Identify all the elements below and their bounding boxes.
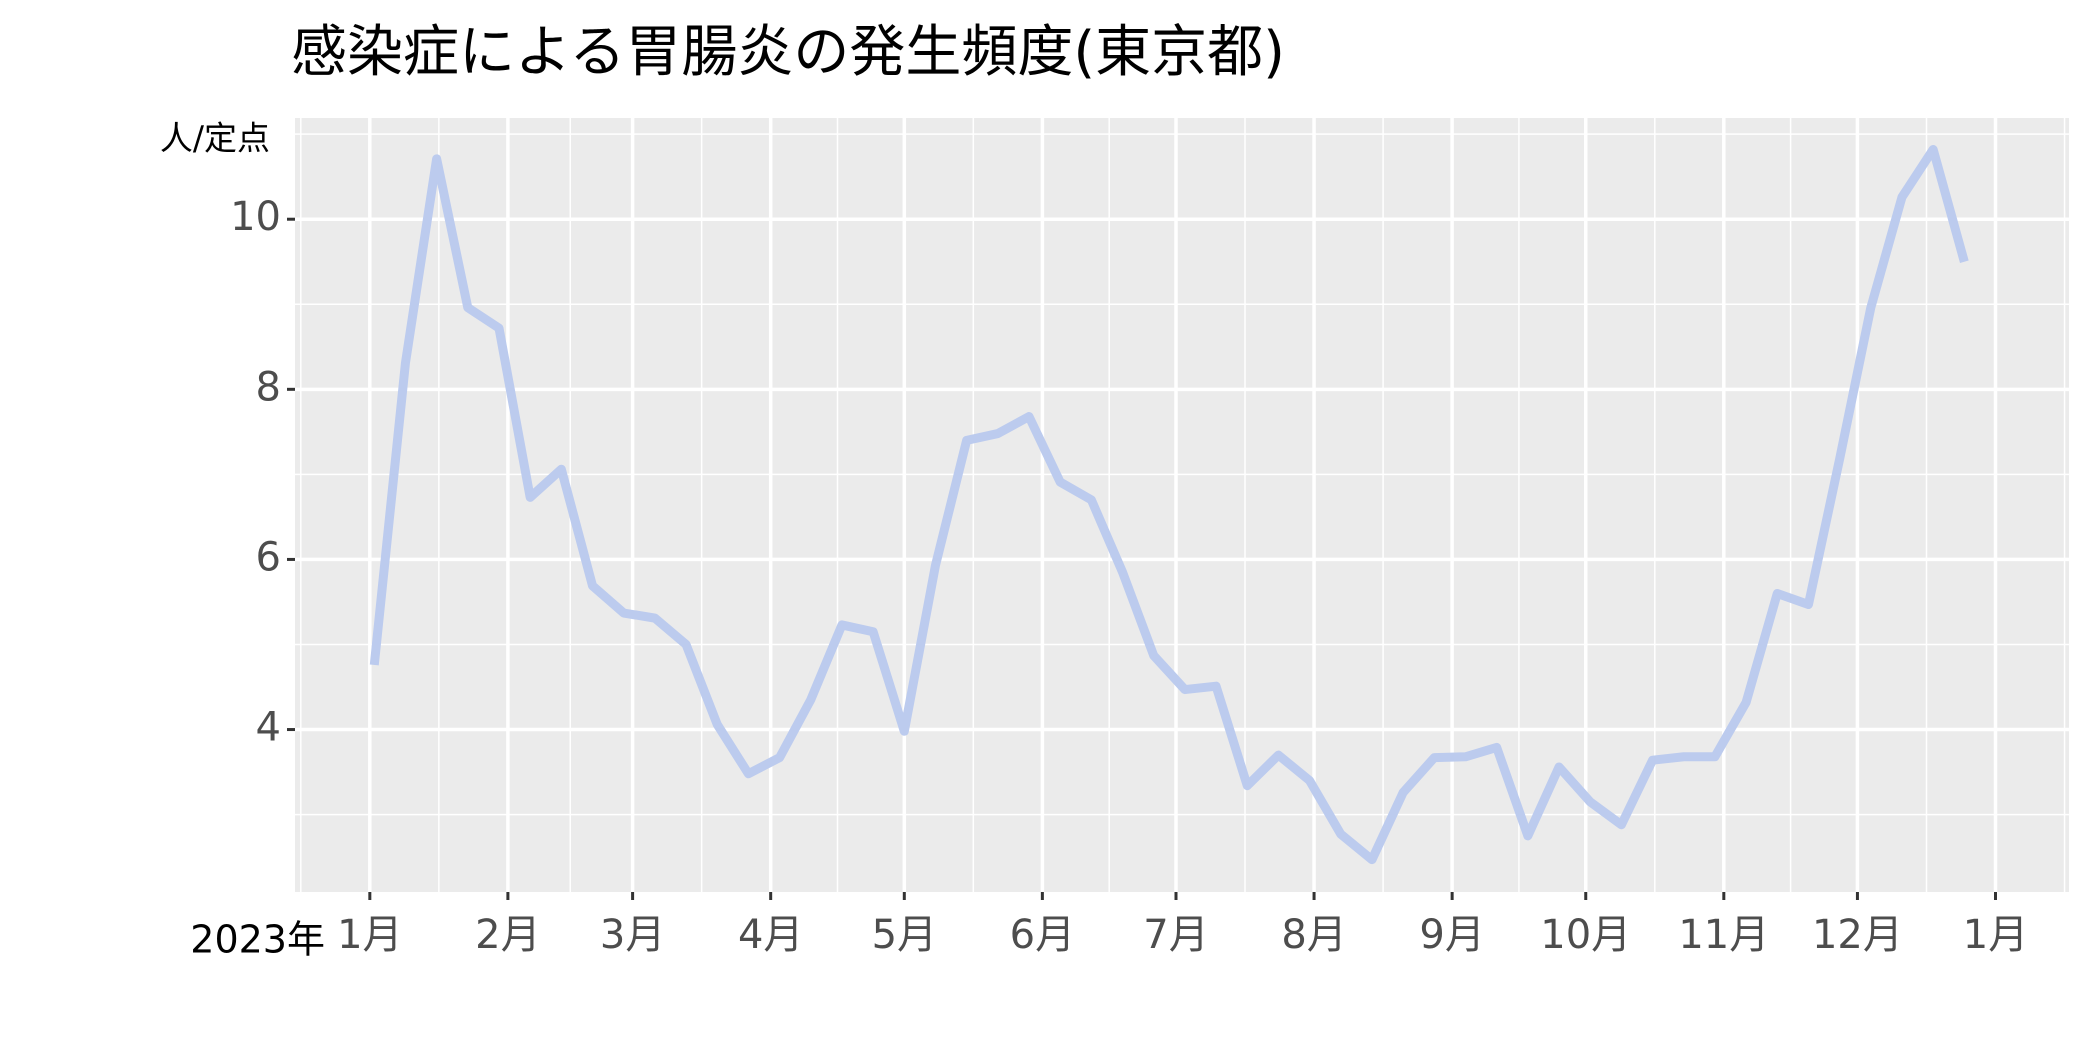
x-tick-label: 8月 [1281, 912, 1346, 958]
x-tick-label: 11月 [1678, 912, 1769, 958]
chart-title: 感染症による胃腸炎の発生頻度(東京都) [291, 20, 1285, 85]
y-axis-label: 人/定点 [160, 119, 270, 158]
x-tick-label: 3月 [600, 912, 665, 958]
year-label: 2023年 [190, 918, 325, 962]
x-tick-label: 6月 [1010, 912, 1075, 958]
x-tick-label: 1月 [337, 912, 402, 958]
y-tick-label: 4 [256, 705, 281, 751]
panel [295, 118, 2069, 892]
y-tick-label: 10 [230, 194, 281, 240]
x-tick-label: 4月 [738, 912, 803, 958]
y-tick-label: 8 [256, 364, 281, 410]
x-tick-label: 9月 [1419, 912, 1484, 958]
x-tick-label: 10月 [1540, 912, 1631, 958]
x-tick-label: 12月 [1812, 912, 1903, 958]
y-tick-label: 6 [256, 534, 281, 580]
x-tick-label: 7月 [1143, 912, 1208, 958]
x-tick-label: 5月 [872, 912, 937, 958]
x-tick-label: 1月 [1963, 912, 2028, 958]
data-line [369, 144, 1969, 865]
x-tick-label: 2月 [475, 912, 540, 958]
